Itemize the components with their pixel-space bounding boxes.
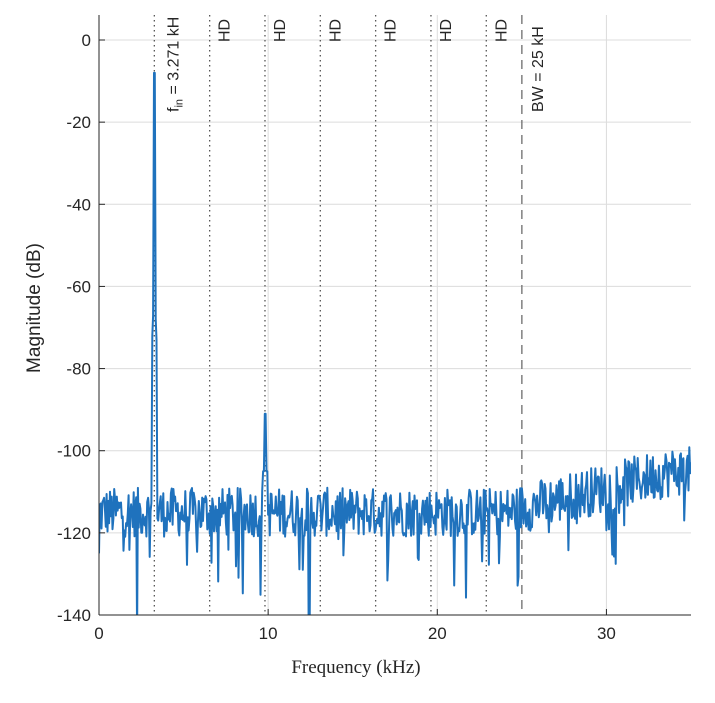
y-tick-label: 0 — [82, 31, 91, 50]
annotations: fin = 3.271 kH HD HD HD HD HD HD BW = 25 kH — [165, 17, 547, 112]
axes — [98, 15, 691, 616]
harmonic-label: HD — [493, 19, 510, 42]
fundamental-label-sub: in — [173, 99, 185, 108]
x-tick-label: 30 — [597, 624, 616, 643]
plot-area — [99, 71, 691, 615]
x-tick-label: 0 — [94, 624, 103, 643]
harmonic-label: HD — [217, 19, 234, 42]
harmonic-label: HD — [327, 19, 344, 42]
harmonic-label: HD — [272, 19, 289, 42]
y-tick-label: -140 — [57, 606, 91, 625]
y-tick-label: -40 — [66, 195, 91, 214]
y-tick-label: -120 — [57, 524, 91, 543]
y-tick-label: -60 — [66, 277, 91, 296]
x-axis-label: Frequency (kHz) — [291, 657, 420, 678]
bandwidth-label: BW = 25 kH — [530, 26, 547, 112]
fundamental-label-rest: = 3.271 kH — [165, 17, 182, 99]
x-tick-label: 20 — [428, 624, 447, 643]
harmonic-label: HD — [383, 19, 400, 42]
fundamental-label: fin = 3.271 kH — [165, 17, 185, 112]
y-tick-label: -20 — [66, 113, 91, 132]
y-tick-label: -80 — [66, 360, 91, 379]
y-axis-label: Magnitude (dB) — [24, 243, 45, 373]
spectrum-line — [99, 71, 691, 615]
x-tick-label: 10 — [259, 624, 278, 643]
fundamental-label-f: f — [165, 107, 182, 112]
y-tick-label: -100 — [57, 442, 91, 461]
harmonic-label: HD — [438, 19, 455, 42]
